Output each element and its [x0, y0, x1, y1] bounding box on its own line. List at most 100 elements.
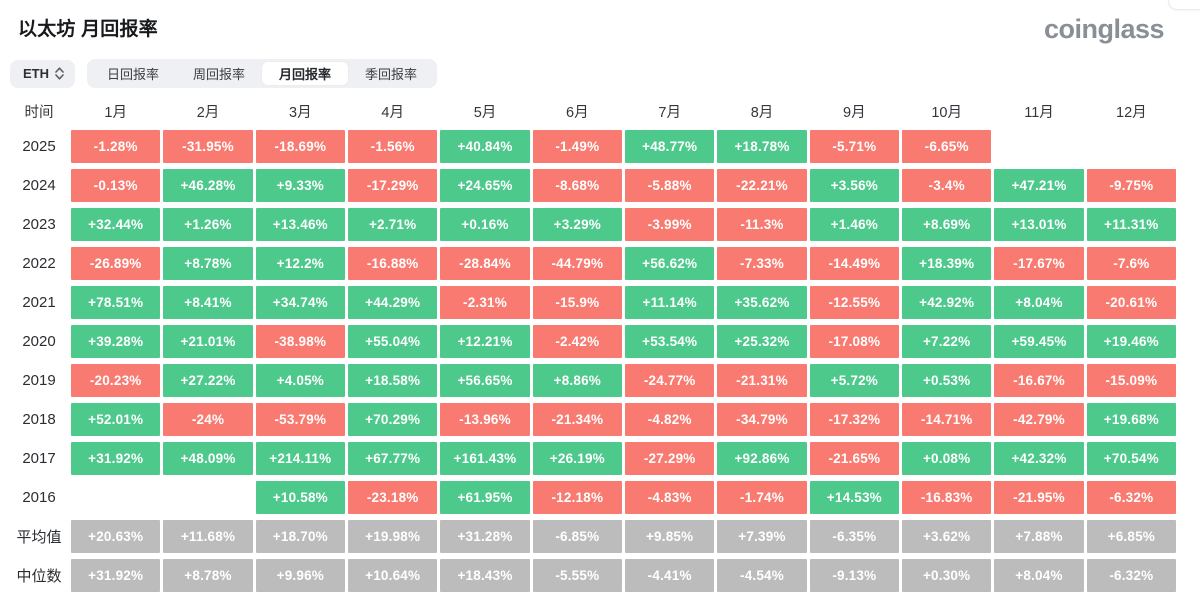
return-cell: -42.79%	[994, 403, 1084, 436]
return-cell: +61.95%	[440, 481, 530, 514]
return-cell: +11.31%	[1086, 208, 1176, 241]
month-column-header: 12月	[1116, 104, 1147, 121]
return-cell: -38.98%	[255, 325, 345, 358]
row-label: 2024	[22, 177, 56, 194]
topbar: 以太坊 月回报率 coinglass	[0, 0, 1200, 43]
return-cell: -17.08%	[809, 325, 899, 358]
return-cell: +20.63%	[71, 520, 161, 553]
return-cell: -34.79%	[717, 403, 807, 436]
return-cell: +42.92%	[902, 286, 992, 319]
coinglass-logo[interactable]: coinglass	[1043, 14, 1165, 44]
return-cell: +19.46%	[1086, 325, 1176, 358]
return-cell: +55.04%	[348, 325, 438, 358]
return-cell: -6.32%	[1086, 481, 1176, 514]
return-cell: +42.32%	[994, 442, 1084, 475]
return-cell: +9.85%	[625, 520, 715, 553]
tab-daily-return[interactable]: 日回报率	[107, 67, 160, 82]
return-cell: -1.28%	[71, 130, 161, 163]
symbol-select-value: ETH	[23, 66, 49, 81]
return-cell: +0.53%	[902, 364, 992, 397]
return-cell: -24.77%	[625, 364, 715, 397]
return-cell: +6.85%	[1086, 520, 1176, 553]
return-cell: -14.49%	[809, 247, 899, 280]
row-label: 2025	[22, 138, 56, 155]
return-cell: +24.65%	[440, 169, 530, 202]
return-cell: +48.09%	[163, 442, 253, 475]
symbol-select[interactable]: ETH	[10, 59, 75, 88]
return-cell: -12.18%	[532, 481, 622, 514]
return-cell: +7.39%	[717, 520, 807, 553]
tab-quarterly-return[interactable]: 季回报率	[365, 67, 418, 82]
month-column-header: 3月	[289, 104, 312, 121]
return-cell: +8.41%	[163, 286, 253, 319]
return-cell: -1.56%	[348, 130, 438, 163]
row-label: 2021	[22, 294, 56, 311]
return-cell: -26.89%	[71, 247, 161, 280]
return-cell: -5.55%	[532, 559, 622, 592]
month-column-header: 8月	[750, 104, 774, 121]
return-cell: +70.29%	[348, 403, 438, 436]
return-cell: +31.92%	[71, 442, 161, 475]
return-cell: +44.29%	[348, 286, 438, 319]
return-cell: +56.65%	[440, 364, 530, 397]
return-cell: +3.29%	[532, 208, 622, 241]
row-label: 平均值	[16, 529, 62, 546]
return-cell: +11.68%	[163, 520, 253, 553]
return-cell: +13.01%	[994, 208, 1084, 241]
return-cell: +70.54%	[1086, 442, 1176, 475]
return-cell: +31.28%	[440, 520, 530, 553]
page-title: 以太坊 月回报率	[18, 19, 158, 40]
return-cell: -3.4%	[902, 169, 992, 202]
return-cell: -15.9%	[532, 286, 622, 319]
return-cell: -44.79%	[532, 247, 622, 280]
return-cell: -9.13%	[809, 559, 899, 592]
return-cell: -28.84%	[440, 247, 530, 280]
return-cell: +56.62%	[625, 247, 715, 280]
return-cell: +92.86%	[717, 442, 807, 475]
return-cell: -12.55%	[809, 286, 899, 319]
tab-monthly-return[interactable]: 月回报率	[262, 62, 349, 85]
return-cell: -2.31%	[440, 286, 530, 319]
return-cell: +40.84%	[440, 130, 530, 163]
return-cell: -23.18%	[348, 481, 438, 514]
return-cell: +18.39%	[902, 247, 992, 280]
return-cell: +3.56%	[809, 169, 899, 202]
return-cell: +12.2%	[255, 247, 345, 280]
return-cell: +25.32%	[717, 325, 807, 358]
return-cell: +67.77%	[348, 442, 438, 475]
return-cell: -7.33%	[717, 247, 807, 280]
row-label: 2022	[22, 255, 56, 272]
row-label: 2018	[22, 411, 56, 428]
return-cell: +18.58%	[348, 364, 438, 397]
return-cell: +19.68%	[1086, 403, 1176, 436]
return-cell: -6.85%	[532, 520, 622, 553]
month-column-header: 6月	[566, 104, 589, 121]
return-cell: +5.72%	[809, 364, 899, 397]
return-cell: -8.68%	[532, 169, 622, 202]
return-cell: -6.32%	[1086, 559, 1176, 592]
return-cell: -15.09%	[1086, 364, 1176, 397]
return-cell: -17.29%	[348, 169, 438, 202]
row-label: 2017	[22, 450, 56, 467]
monthly-return-table: 时间 1月 2月 3月 4月 5月 6月 7月 8月 9月 10月 11月 12月 2025 -1.28% -…	[10, 100, 1176, 592]
return-cell: -24%	[163, 403, 253, 436]
tab-weekly-return[interactable]: 周回报率	[193, 67, 246, 82]
return-cell: +0.08%	[902, 442, 992, 475]
return-cell	[1087, 130, 1176, 163]
return-cell: -1.49%	[532, 130, 622, 163]
row-label: 2020	[22, 333, 56, 350]
return-period-tabs: 日回报率 周回报率 月回报率 季回报率	[87, 59, 438, 88]
return-cell: +39.28%	[71, 325, 161, 358]
return-cell: +12.21%	[440, 325, 530, 358]
return-cell: +19.98%	[348, 520, 438, 553]
return-cell: +18.43%	[440, 559, 530, 592]
return-cell: +35.62%	[717, 286, 807, 319]
return-cell: -6.65%	[902, 130, 992, 163]
return-cell: -21.31%	[717, 364, 807, 397]
return-cell: +10.64%	[348, 559, 438, 592]
return-cell: +9.96%	[255, 559, 345, 592]
month-column-header: 4月	[381, 104, 404, 121]
return-cell	[163, 481, 252, 514]
return-cell: +14.53%	[809, 481, 899, 514]
return-cell: -13.96%	[440, 403, 530, 436]
